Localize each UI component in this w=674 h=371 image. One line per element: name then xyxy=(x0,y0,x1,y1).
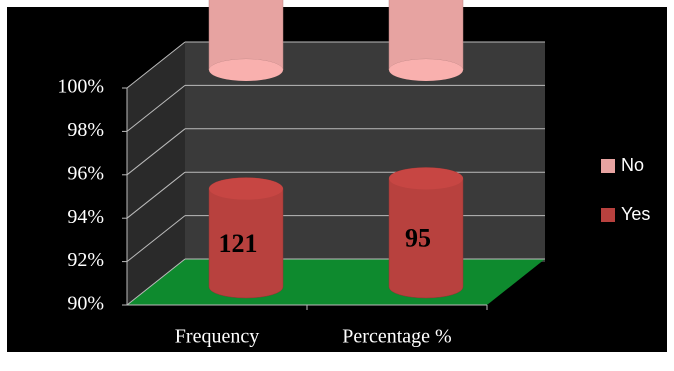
legend-marker xyxy=(601,159,615,173)
y-tick-label: 96% xyxy=(67,162,104,184)
grid-line xyxy=(126,41,186,89)
legend-label: Yes xyxy=(621,204,650,224)
floor xyxy=(127,259,545,305)
cylinder-cap xyxy=(389,59,463,81)
grid-line xyxy=(126,85,186,132)
y-tick-label: 98% xyxy=(67,119,104,141)
x-tick-label: Frequency xyxy=(175,326,259,348)
cylinder-cap xyxy=(389,167,463,190)
data-label: 121 xyxy=(219,229,258,258)
side-wall xyxy=(127,42,185,305)
grid-line xyxy=(126,171,186,219)
grid-line xyxy=(126,128,186,176)
y-tick-label: 90% xyxy=(67,293,104,315)
legend-label: No xyxy=(621,155,644,175)
grid-line xyxy=(126,215,186,262)
legend-marker xyxy=(601,208,615,222)
x-tick-label: Percentage % xyxy=(342,326,451,348)
y-tick-label: 100% xyxy=(57,76,104,98)
cylinder-cap xyxy=(209,59,283,81)
y-tick-label: 94% xyxy=(67,206,104,228)
grid-line xyxy=(126,258,186,306)
cylinder-cap xyxy=(209,177,283,200)
data-label: 95 xyxy=(405,224,431,253)
y-tick-label: 92% xyxy=(67,249,104,271)
